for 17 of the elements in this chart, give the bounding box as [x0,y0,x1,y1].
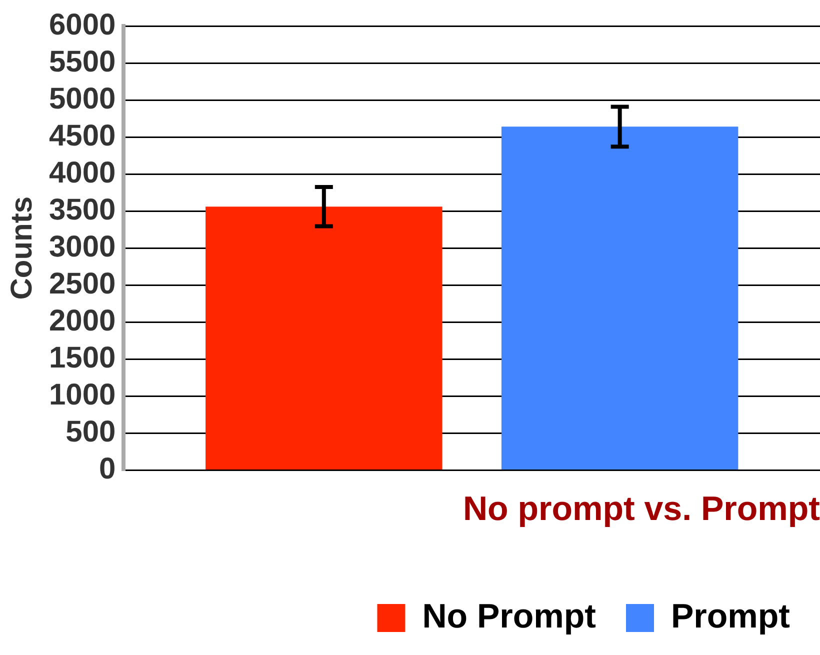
y-tick-label: 3000 [48,230,116,264]
legend-label: No Prompt [422,597,596,636]
y-axis-title: Counts [5,196,38,300]
y-tick-label: 2000 [48,304,116,338]
y-tick-label: 0 [99,452,116,486]
y-tick-label: 5500 [48,45,116,78]
y-tick-label: 1500 [48,341,116,374]
y-tick-label: 2500 [48,267,116,300]
y-tick-label: 5000 [48,82,116,116]
y-tick-label: 1000 [48,378,116,412]
y-tick-label: 3500 [48,193,116,226]
legend-label: Prompt [671,597,790,636]
y-tick-label: 6000 [48,8,116,42]
x-axis-title: No prompt vs. Prompt [462,490,820,528]
y-tick-label: 4500 [48,119,116,152]
y-tick-label: 500 [66,415,116,448]
y-tick-label: 4000 [48,156,116,190]
